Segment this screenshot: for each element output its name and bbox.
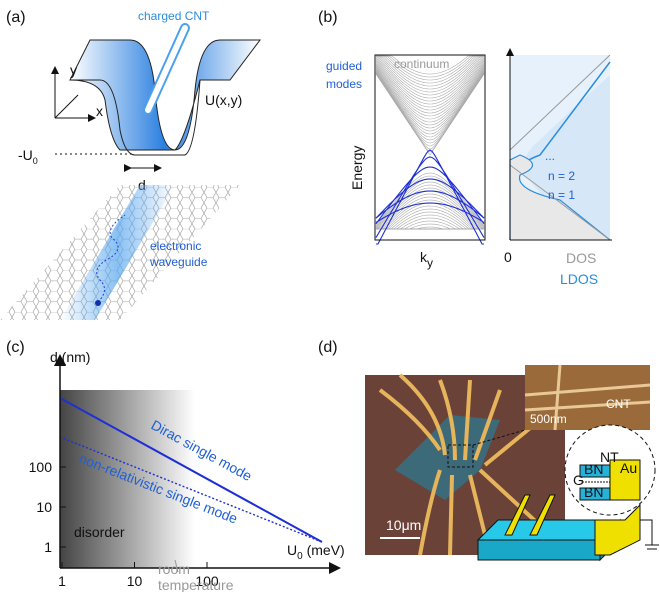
cnt-label: charged CNT [138, 9, 210, 23]
afm-scale: 500nm [530, 412, 567, 426]
continuum-band [376, 74, 484, 149]
zero-label: 0 [504, 249, 512, 265]
dos-label: DOS [566, 250, 596, 266]
panel-label: (b) [318, 9, 338, 26]
guided-label: modes [326, 77, 362, 91]
room-label: room [158, 561, 190, 577]
x-tick-label: 1 [58, 573, 66, 589]
depth-label: -U0 [18, 147, 38, 166]
continuum-band [376, 185, 484, 229]
energy-label: Energy [349, 146, 365, 190]
panel-d: (d) CNT 500nm 10μm NT BN BN Au G [318, 339, 659, 560]
k-sub: y [427, 256, 433, 270]
x-label: x [96, 103, 103, 119]
guided-label: guided [326, 59, 362, 73]
x-base: U [287, 542, 297, 558]
cnt-core [148, 28, 185, 110]
continuum-label: continuum [394, 57, 449, 71]
n1-label: n = 1 [548, 188, 575, 202]
ground [640, 520, 659, 549]
afm-cnt-label: CNT [606, 397, 631, 411]
continuum-band [376, 73, 484, 143]
y-axis-label: d (nm) [50, 349, 90, 365]
au-label: Au [620, 460, 637, 476]
potential-label: U(x,y) [205, 92, 242, 108]
figure: (a) charged CNT y x U(x,y) -U0 d electro… [0, 0, 660, 592]
g-label: G [573, 472, 584, 488]
x-rest: (meV) [303, 542, 345, 558]
ldos-label: LDOS [560, 271, 598, 287]
electron [95, 300, 101, 306]
page: {"panels": [ {"label": "(a)", "cnt": "ch… [0, 0, 660, 592]
lattice [0, 185, 240, 320]
x-axis-label: U0 (meV) [287, 542, 345, 562]
continuum-band [376, 64, 484, 113]
disorder-label: disorder [74, 524, 125, 540]
axis-z [55, 95, 78, 118]
k-label: ky [420, 249, 433, 270]
scale-label: 10μm [386, 517, 421, 533]
panel-label: (a) [6, 9, 26, 26]
band-structure [376, 56, 484, 244]
y-label: y [70, 62, 77, 78]
dots: ... [545, 149, 555, 163]
y-tick-label: 100 [29, 459, 53, 475]
n2-label: n = 2 [548, 169, 575, 183]
panel-a: (a) charged CNT y x U(x,y) -U0 d electro… [0, 9, 260, 320]
bn-label: BN [584, 484, 603, 500]
waveguide-label: waveguide [149, 255, 208, 269]
room-label: temperature [158, 577, 234, 592]
x-tick-label: 10 [127, 573, 143, 589]
bn-label: BN [584, 461, 603, 477]
continuum-band [376, 72, 484, 137]
continuum-band [376, 200, 484, 229]
panel-label: (c) [6, 339, 25, 356]
panel-b: (b) guided modes continuum Energy ky ...… [318, 9, 612, 287]
y-tick-label: 10 [36, 499, 52, 515]
depth-sub: 0 [33, 156, 38, 166]
panel-c: (c) 110100110100 d (nm) U0 (meV) Dirac s… [6, 339, 345, 592]
waveguide-label: electronic [150, 239, 201, 253]
panel-label: (d) [318, 339, 338, 356]
substrate-front [478, 540, 600, 560]
continuum-band [376, 212, 484, 229]
depth-base: -U [18, 147, 33, 163]
y-tick-label: 1 [44, 539, 52, 555]
